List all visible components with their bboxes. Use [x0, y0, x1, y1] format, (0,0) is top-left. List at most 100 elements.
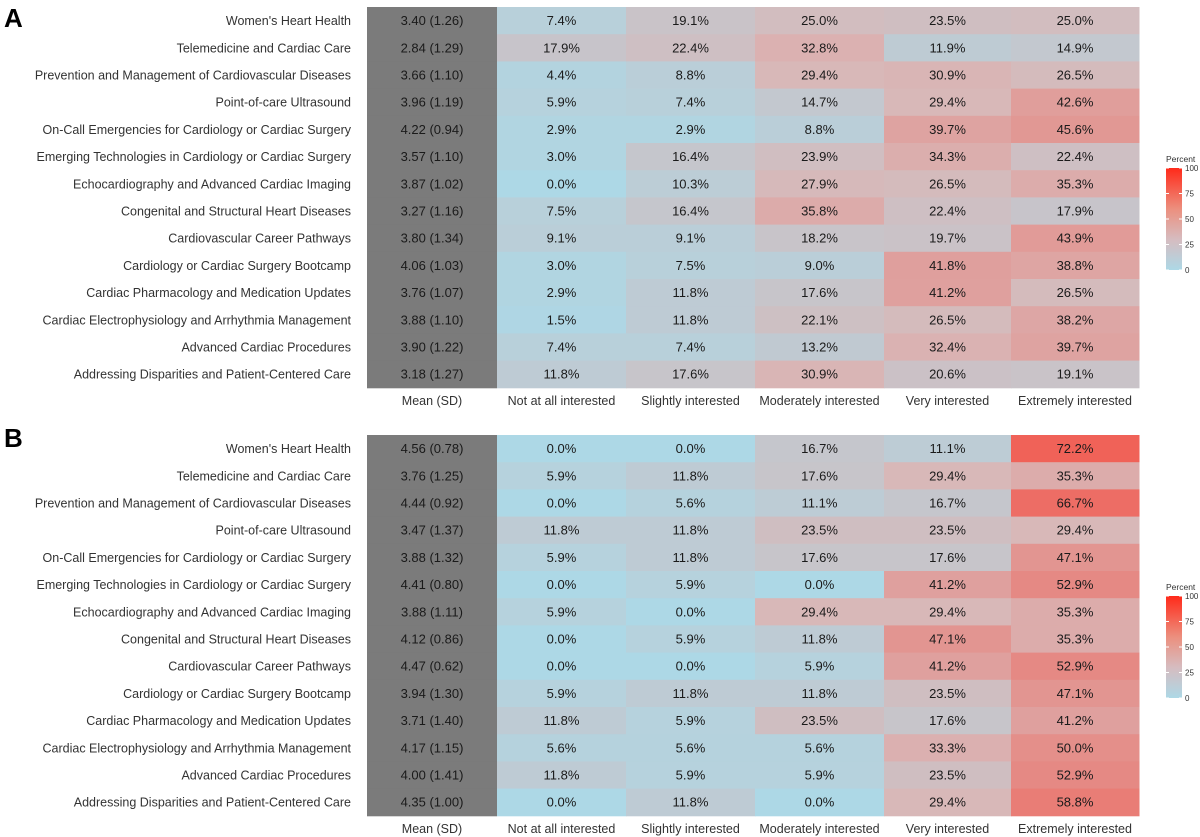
- heatmap-cell-label: 0.0%: [676, 659, 706, 674]
- heatmap-cell: [755, 34, 885, 62]
- heatmap-cell: [497, 115, 627, 144]
- heatmap-cell-label: 41.2%: [929, 577, 966, 592]
- mean-cell: [367, 435, 497, 463]
- heatmap-cell: [497, 734, 627, 762]
- heatmap-cell-label: 11.8%: [673, 468, 709, 483]
- heatmap-cell-label: 7.4%: [676, 95, 706, 110]
- heatmap-cell-label: 35.3%: [1057, 632, 1094, 647]
- heatmap-cell: [497, 7, 627, 35]
- heatmap-cell-label: 8.8%: [676, 68, 706, 83]
- row-label: Point-of-care Ultrasound: [216, 524, 352, 538]
- heatmap-cell-label: 29.4%: [1057, 523, 1094, 538]
- heatmap-cell: [755, 543, 885, 572]
- heatmap-cell-label: 5.9%: [805, 659, 835, 674]
- heatmap-cell: [1011, 462, 1140, 490]
- heatmap-cell-label: 11.8%: [802, 632, 838, 647]
- heatmap-cell: [755, 571, 885, 599]
- row-label: Cardiology or Cardiac Surgery Bootcamp: [123, 687, 351, 701]
- row-label: Cardiovascular Career Pathways: [168, 660, 351, 674]
- heatmap-cell: [497, 360, 627, 389]
- row-label: Cardiac Electrophysiology and Arrhythmia…: [43, 741, 352, 755]
- row-label: Point-of-care Ultrasound: [216, 96, 352, 110]
- heatmap-cell: [755, 761, 885, 790]
- heatmap-cell: [497, 61, 627, 90]
- column-label: Extremely interested: [1018, 822, 1132, 836]
- row-label: Addressing Disparities and Patient-Cente…: [74, 368, 351, 382]
- heatmap-cell: [497, 34, 627, 62]
- heatmap-cell-label: 26.5%: [1057, 68, 1094, 83]
- mean-cell: [367, 197, 497, 226]
- heatmap-cell: [1011, 625, 1140, 654]
- mean-cell-label: 3.76 (1.25): [401, 468, 464, 483]
- panel-label: B: [4, 423, 23, 453]
- heatmap-cell: [884, 360, 1012, 389]
- heatmap-cell: [884, 61, 1012, 90]
- row-label: Advanced Cardiac Procedures: [181, 341, 351, 355]
- legend-tick-label: 0: [1185, 266, 1190, 275]
- heatmap-cell-label: 45.6%: [1057, 122, 1094, 137]
- row-label: Prevention and Management of Cardiovascu…: [35, 497, 351, 511]
- column-label: Very interested: [906, 394, 989, 408]
- heatmap-cell-label: 41.2%: [1057, 713, 1094, 728]
- heatmap-cell-label: 30.9%: [929, 68, 966, 83]
- heatmap-cell-label: 11.8%: [544, 768, 580, 783]
- heatmap-cell: [626, 516, 756, 545]
- heatmap-cell: [1011, 170, 1140, 198]
- legend-colorbar: [1166, 168, 1182, 270]
- heatmap-cell-label: 19.1%: [672, 13, 709, 28]
- row-label: Prevention and Management of Cardiovascu…: [35, 69, 351, 83]
- heatmap-cell-label: 1.5%: [547, 312, 577, 327]
- heatmap-cell-label: 23.5%: [929, 523, 966, 538]
- mean-cell-label: 3.80 (1.34): [401, 231, 464, 246]
- heatmap-cell: [884, 170, 1012, 198]
- heatmap-cell-label: 35.3%: [1057, 176, 1094, 191]
- heatmap-cell-label: 35.8%: [801, 204, 838, 219]
- heatmap-cell-label: 26.5%: [929, 176, 966, 191]
- heatmap-cell: [755, 707, 885, 735]
- heatmap-cell-label: 9.1%: [676, 231, 706, 246]
- mean-cell: [367, 115, 497, 144]
- mean-cell: [367, 279, 497, 307]
- heatmap-cell-label: 3.0%: [547, 258, 577, 273]
- heatmap-cell: [1011, 88, 1140, 117]
- heatmap-cell-label: 5.9%: [805, 768, 835, 783]
- heatmap-cell-label: 23.5%: [929, 13, 966, 28]
- heatmap-cell-label: 17.9%: [1057, 204, 1094, 219]
- heatmap-cell: [497, 516, 627, 545]
- heatmap-cell: [626, 143, 756, 171]
- heatmap-cell-label: 17.9%: [543, 40, 580, 55]
- heatmap-cell: [626, 652, 756, 681]
- row-label: Women's Heart Health: [226, 14, 351, 28]
- heatmap-cell: [626, 360, 756, 389]
- heatmap-cell-label: 16.4%: [672, 149, 709, 164]
- heatmap-cell: [884, 571, 1012, 599]
- heatmap-cell: [626, 251, 756, 280]
- mean-cell-label: 4.41 (0.80): [401, 577, 464, 592]
- mean-cell: [367, 170, 497, 198]
- column-label: Mean (SD): [402, 394, 462, 408]
- heatmap-cell-label: 39.7%: [1057, 340, 1094, 355]
- heatmap-cell: [1011, 224, 1140, 253]
- heatmap-cell-label: 17.6%: [929, 713, 966, 728]
- heatmap-cell: [626, 224, 756, 253]
- heatmap-cell: [626, 598, 756, 626]
- heatmap-cell-label: 41.2%: [929, 285, 966, 300]
- row-label: Emerging Technologies in Cardiology or C…: [36, 150, 351, 164]
- heatmap-cell: [1011, 115, 1140, 144]
- heatmap-cell: [497, 489, 627, 518]
- heatmap-cell: [884, 197, 1012, 226]
- mean-cell-label: 3.90 (1.22): [401, 340, 464, 355]
- heatmap-cell: [497, 462, 627, 490]
- heatmap-cell: [884, 734, 1012, 762]
- heatmap-cell-label: 5.9%: [547, 468, 577, 483]
- heatmap-cell-label: 0.0%: [547, 795, 577, 810]
- heatmap-cell: [497, 197, 627, 226]
- heatmap-cell: [497, 224, 627, 253]
- legend-tick-label: 100: [1185, 164, 1199, 173]
- heatmap-cell-label: 17.6%: [929, 550, 966, 565]
- heatmap-cell: [755, 333, 885, 362]
- legend-tick-label: 25: [1185, 241, 1194, 250]
- heatmap-cell: [1011, 34, 1140, 62]
- heatmap-cell: [755, 598, 885, 626]
